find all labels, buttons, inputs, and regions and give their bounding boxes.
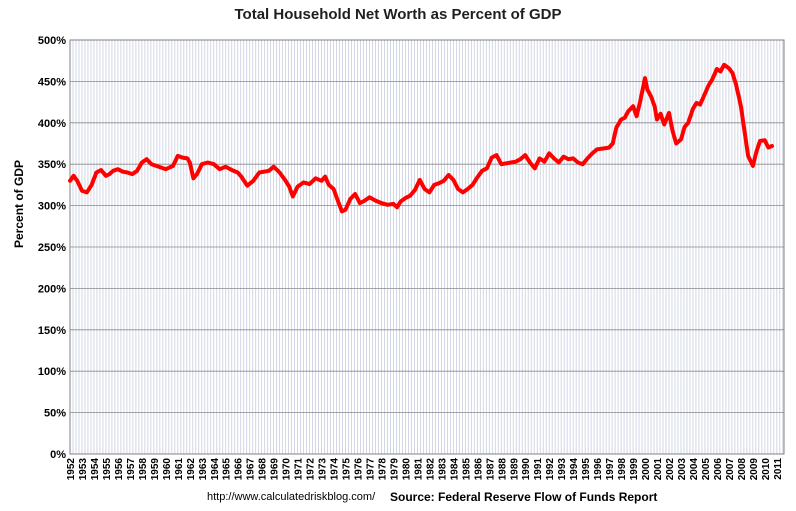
x-tick-label: 1990 <box>521 458 532 481</box>
y-tick-label: 400% <box>38 118 66 130</box>
x-tick-label: 1999 <box>629 458 640 481</box>
x-tick-label: 1964 <box>210 458 221 481</box>
y-tick-label: 0% <box>50 449 66 461</box>
x-tick-label: 2009 <box>749 458 760 481</box>
x-tick-label: 1957 <box>126 458 137 481</box>
series-line <box>68 62 774 214</box>
x-tick-label: 2003 <box>677 458 688 481</box>
x-tick-label: 1991 <box>533 458 544 481</box>
x-tick-label: 1978 <box>377 458 388 481</box>
x-tick-label: 1974 <box>330 458 341 481</box>
x-tick-label: 2008 <box>737 458 748 481</box>
x-tick-label: 2004 <box>689 458 700 481</box>
x-tick-label: 2000 <box>641 458 652 481</box>
x-tick-label: 1955 <box>102 458 113 481</box>
plot-frame <box>69 39 785 455</box>
x-tick-label: 1952 <box>66 458 77 481</box>
x-tick-label: 1998 <box>617 458 628 481</box>
y-tick-labels: 0% 50% 100% 150% 200% 250% 300% 350% 400% 450% 500… <box>38 35 66 461</box>
x-tick-label: 1986 <box>473 458 484 481</box>
x-tick-label: 1993 <box>557 458 568 481</box>
y-tick-label: 100% <box>38 366 66 378</box>
x-tick-label: 1982 <box>425 458 436 481</box>
x-tick-label: 2005 <box>701 458 712 481</box>
x-tick-label: 2010 <box>761 458 772 481</box>
y-tick-label: 50% <box>44 408 66 420</box>
x-tick-label: 1961 <box>174 458 185 481</box>
x-tick-label: 1988 <box>497 458 508 481</box>
y-tick-label: 450% <box>38 76 66 88</box>
x-tick-label: 1985 <box>461 458 472 481</box>
x-tick-label: 2001 <box>653 458 664 481</box>
x-tick-label: 1962 <box>186 458 197 481</box>
x-tick-label: 1992 <box>545 458 556 481</box>
source-note: Source: Federal Reserve Flow of Funds Re… <box>390 490 658 504</box>
x-tick-label: 1973 <box>318 458 329 481</box>
x-tick-label: 1970 <box>282 458 293 481</box>
x-tick-label: 1969 <box>270 458 281 481</box>
x-tick-label: 1977 <box>365 458 376 481</box>
x-tick-label: 1971 <box>294 458 305 481</box>
y-tick-label: 150% <box>38 325 66 337</box>
x-tick-label: 2002 <box>665 458 676 481</box>
horizontal-gridlines <box>70 39 784 455</box>
y-tick-label: 200% <box>38 283 66 295</box>
x-tick-label: 1994 <box>569 458 580 481</box>
x-tick-label: 1981 <box>413 458 424 481</box>
x-tick-label: 2006 <box>713 458 724 481</box>
x-tick-label: 1995 <box>581 458 592 481</box>
chart-title: Total Household Net Worth as Percent of … <box>234 6 562 23</box>
x-tick-label: 1967 <box>246 458 257 481</box>
x-tick-label: 1976 <box>354 458 365 481</box>
x-tick-label: 1963 <box>198 458 209 481</box>
x-tick-label: 1997 <box>605 458 616 481</box>
x-tick-label: 1956 <box>114 458 125 481</box>
y-tick-label: 250% <box>38 242 66 254</box>
y-tick-label: 300% <box>38 201 66 213</box>
x-tick-label: 2011 <box>773 458 784 480</box>
x-tick-label: 1966 <box>234 458 245 481</box>
x-tick-label: 1996 <box>593 458 604 481</box>
x-tick-label: 1989 <box>509 458 520 481</box>
x-tick-label: 1983 <box>437 458 448 481</box>
x-tick-label: 1959 <box>150 458 161 481</box>
x-tick-label: 1984 <box>449 458 460 481</box>
x-tick-label: 1972 <box>306 458 317 481</box>
x-tick-label: 1953 <box>78 458 89 481</box>
x-tick-label: 1958 <box>138 458 149 481</box>
x-tick-label: 1979 <box>389 458 400 481</box>
x-tick-labels: 1952 1953 1954 1955 1956 1957 1958 1959 1960 1961… <box>66 458 784 481</box>
y-tick-label: 500% <box>38 35 66 47</box>
x-tick-label: 1960 <box>162 458 173 481</box>
x-tick-label: 1987 <box>485 458 496 481</box>
x-tick-label: 2007 <box>725 458 736 481</box>
source-url: http://www.calculatedriskblog.com/ <box>207 491 376 503</box>
x-tick-label: 1968 <box>258 458 269 481</box>
x-tick-label: 1980 <box>401 458 412 481</box>
x-tick-label: 1975 <box>342 458 353 481</box>
x-tick-label: 1954 <box>90 458 101 481</box>
x-tick-label: 1965 <box>222 458 233 481</box>
y-tick-label: 350% <box>38 159 66 171</box>
